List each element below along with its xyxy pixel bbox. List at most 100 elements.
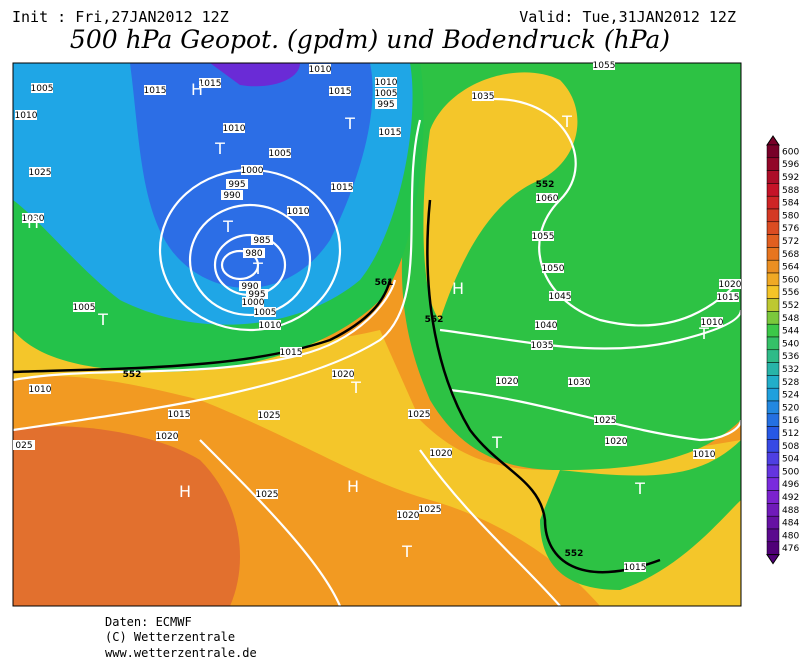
colorbar-box bbox=[766, 477, 780, 491]
colorbar-label: 580 bbox=[782, 211, 799, 221]
colorbar-box bbox=[766, 234, 780, 248]
contour bbox=[188, 203, 312, 317]
contour bbox=[158, 168, 342, 332]
pressure-center: T bbox=[634, 479, 645, 498]
isobar-label: 1015 bbox=[144, 86, 167, 96]
isobar-label: 1010 bbox=[223, 124, 246, 134]
label-bg bbox=[256, 489, 278, 499]
field-violet bbox=[210, 63, 300, 87]
isobar-label: 990 bbox=[223, 191, 240, 201]
isobar-label: 1015 bbox=[624, 563, 647, 573]
isobar-label: 1020 bbox=[605, 437, 628, 447]
contour bbox=[449, 388, 741, 442]
copyright: (C) Wetterzentrale bbox=[105, 630, 235, 644]
isobar-label: 1000 bbox=[242, 298, 265, 308]
colorbar-box bbox=[766, 144, 780, 159]
isobar-label: 1005 bbox=[73, 303, 96, 313]
colorbar-box bbox=[766, 362, 780, 376]
isobar-label: 1015 bbox=[280, 348, 303, 358]
label-bg bbox=[549, 291, 571, 301]
isobar-label: 1035 bbox=[531, 341, 554, 351]
colorbar-box bbox=[766, 349, 780, 363]
isobar-label: 1030 bbox=[568, 378, 591, 388]
isobar-label: 1005 bbox=[31, 84, 54, 94]
label-bg bbox=[624, 562, 646, 572]
isobar-label: 1020 bbox=[156, 432, 179, 442]
label-bg bbox=[251, 235, 273, 245]
label-bg bbox=[408, 409, 430, 419]
label-bg bbox=[31, 83, 53, 93]
colorbar-label: 512 bbox=[782, 429, 799, 439]
contour bbox=[419, 449, 561, 606]
colorbar-box bbox=[766, 490, 780, 504]
isobar-label: 990 bbox=[241, 282, 258, 292]
colorbar-box bbox=[766, 170, 780, 184]
height-label: 552 bbox=[123, 370, 142, 380]
colorbar-arrow bbox=[766, 554, 780, 565]
colorbar-box bbox=[766, 195, 780, 210]
colorbar-box bbox=[766, 503, 780, 517]
isobar-label: 1020 bbox=[430, 449, 453, 459]
label-bg bbox=[593, 60, 615, 70]
label-bg bbox=[605, 436, 627, 446]
colorbar-label: 516 bbox=[782, 416, 799, 426]
pressure-center: T bbox=[561, 112, 572, 131]
colorbar-label: 588 bbox=[782, 186, 799, 196]
label-bg bbox=[226, 179, 248, 189]
colorbar-label: 548 bbox=[782, 314, 799, 324]
label-bg bbox=[535, 320, 557, 330]
isobar-label: 1040 bbox=[535, 321, 558, 331]
isobar-label: 1025 bbox=[258, 411, 281, 421]
colorbar-label: 480 bbox=[782, 531, 799, 541]
isobar-label: 1025 bbox=[256, 490, 279, 500]
label-bg bbox=[269, 148, 291, 158]
isobar-label: 980 bbox=[245, 249, 262, 259]
colorbar-box bbox=[766, 247, 780, 261]
contour bbox=[199, 439, 342, 606]
colorbar-label: 484 bbox=[782, 519, 799, 529]
website: www.wetterzentrale.de bbox=[105, 646, 257, 660]
label-bg bbox=[29, 384, 51, 394]
label-bg bbox=[375, 88, 397, 98]
label-bg bbox=[701, 317, 723, 327]
colorbar-label: 528 bbox=[782, 378, 799, 388]
label-bg bbox=[375, 99, 397, 109]
isobar-label: 1020 bbox=[496, 377, 519, 387]
label-bg bbox=[29, 167, 51, 177]
label-bg bbox=[144, 85, 166, 95]
pressure-center: H bbox=[191, 80, 203, 99]
label-bg bbox=[329, 86, 351, 96]
map-title: 500 hPa Geopot. (gpdm) und Bodendruck (h… bbox=[70, 25, 670, 54]
colorbar-box bbox=[766, 464, 780, 479]
label-bg bbox=[73, 302, 95, 312]
isobar-label: 1050 bbox=[542, 264, 565, 274]
label-bg bbox=[156, 431, 178, 441]
pressure-center: T bbox=[214, 139, 225, 158]
isobar-label: 1020 bbox=[332, 370, 355, 380]
label-bg bbox=[241, 165, 263, 175]
contour bbox=[220, 249, 260, 281]
height-label: 552 bbox=[565, 549, 584, 559]
colorbar-box bbox=[766, 541, 780, 555]
label-bg bbox=[254, 307, 276, 317]
colorbar-box bbox=[766, 413, 780, 427]
isobar-label: 985 bbox=[253, 236, 270, 246]
field-blue bbox=[130, 63, 373, 288]
colorbar-label: 560 bbox=[782, 275, 799, 285]
pressure-center: H bbox=[27, 213, 39, 232]
contour bbox=[13, 119, 422, 432]
colorbar-box bbox=[766, 323, 780, 338]
pressure-center: H bbox=[347, 477, 359, 496]
pressure-center: T bbox=[252, 259, 263, 278]
label-bg bbox=[168, 409, 190, 419]
label-bg bbox=[397, 510, 419, 520]
colorbar-box bbox=[766, 183, 780, 197]
height-label: 552 bbox=[536, 180, 555, 190]
colorbar-label: 556 bbox=[782, 288, 799, 298]
isobar-label: 1010 bbox=[259, 321, 282, 331]
isobar-label: 1015 bbox=[717, 293, 740, 303]
isobar-label: 1015 bbox=[199, 79, 222, 89]
colorbar-label: 572 bbox=[782, 237, 799, 247]
isobar-label: 1010 bbox=[309, 65, 332, 75]
